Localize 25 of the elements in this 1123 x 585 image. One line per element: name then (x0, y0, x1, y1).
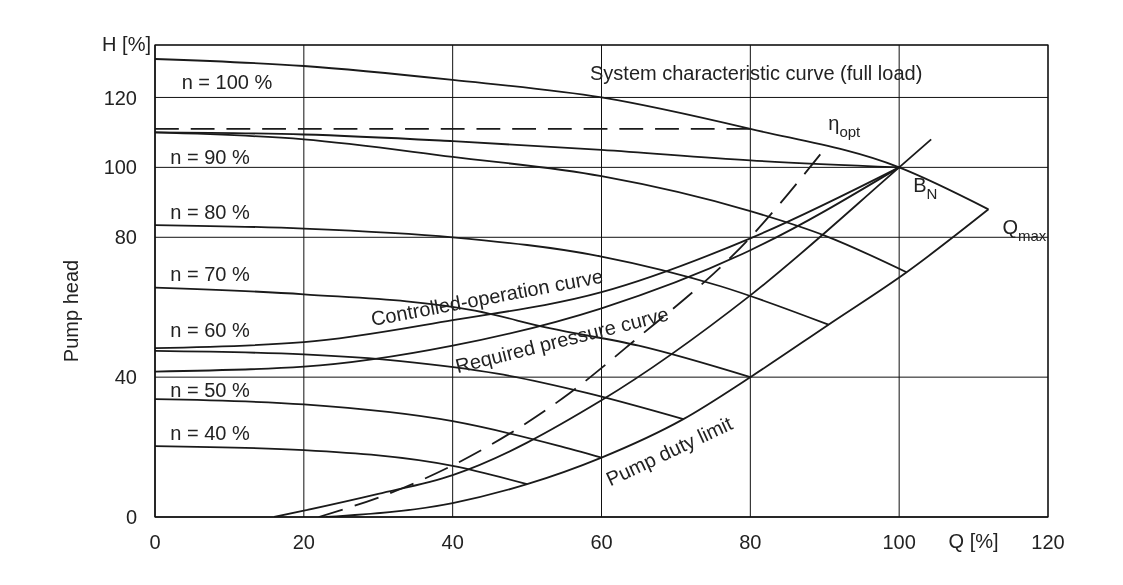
x-tick-label: 60 (590, 531, 613, 554)
y-tick-label: 80 (114, 226, 137, 249)
text: Pump duty limit (602, 412, 737, 491)
text: H [%] (102, 33, 151, 55)
y-tick-label: 100 (103, 156, 137, 179)
y-axis-title: Pump head (60, 259, 82, 363)
series-label: n = 70 % (170, 262, 250, 285)
x-tick-label: 100 (882, 531, 916, 554)
series-label: n = 60 % (170, 318, 250, 341)
x-tick-label: 20 (292, 531, 315, 554)
series-label: n = 90 % (170, 146, 250, 169)
x-tick-label: 0 (149, 531, 161, 554)
x-axis-title: Q [%] (948, 530, 999, 553)
y-tick-label: 0 (125, 506, 137, 529)
x-tick-label: 80 (739, 531, 762, 554)
y-tick-label: 40 (114, 366, 137, 389)
series-label: n = 50 % (170, 379, 250, 402)
annotation: B$_{N}$ (913, 174, 938, 203)
series-label: n = 40 % (170, 422, 250, 445)
x-tick-label: 40 (441, 531, 464, 554)
series-label: n = 80 % (170, 201, 250, 224)
series-label: n = 100 % (181, 70, 273, 93)
series-label: η$_{opt}$ (828, 112, 862, 141)
y-tick-label: 120 (103, 86, 137, 109)
x-tick-label: 120 (1031, 531, 1065, 554)
